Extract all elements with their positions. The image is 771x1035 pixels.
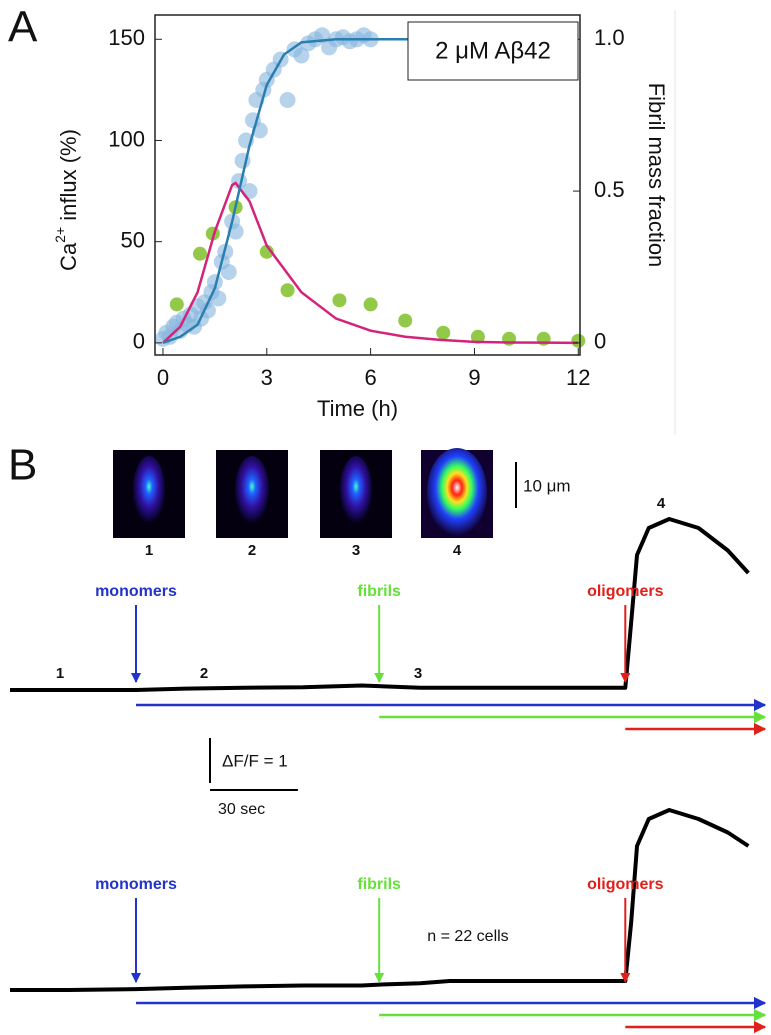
trace-label: 4 xyxy=(657,495,666,512)
image-label: 3 xyxy=(352,542,360,559)
x-tick-label: 3 xyxy=(261,365,273,390)
y-label-part: 2+ xyxy=(52,227,68,243)
legend-box xyxy=(407,21,579,81)
x-tick-label: 9 xyxy=(468,365,480,390)
trace xyxy=(10,808,750,992)
scale-label: ΔF/F = 1 xyxy=(222,751,288,770)
event-label: monomers xyxy=(95,876,177,893)
event-label: monomers xyxy=(95,583,177,600)
point xyxy=(571,333,586,348)
cell-image xyxy=(340,456,372,524)
point xyxy=(199,302,216,319)
y-label-part: Ca xyxy=(56,242,81,271)
event-label: fibrils xyxy=(357,583,401,600)
y-tick-label: 0 xyxy=(133,329,145,354)
event-label: oligomers xyxy=(587,583,664,600)
y2-tick-label: 1.0 xyxy=(594,25,625,50)
panel-label: B xyxy=(8,441,37,490)
point xyxy=(293,47,310,64)
y-tick-label: 150 xyxy=(108,25,145,50)
y2-tick-label: 0.5 xyxy=(594,177,625,202)
x-tick-label: 12 xyxy=(566,365,590,390)
y-tick-label: 50 xyxy=(121,227,145,252)
image-label: 4 xyxy=(453,542,462,559)
cell-image xyxy=(427,448,487,536)
panel-label: A xyxy=(8,3,38,52)
point xyxy=(259,244,274,259)
point xyxy=(210,290,227,307)
point xyxy=(398,313,413,328)
trace-label: 1 xyxy=(56,665,64,682)
event-label: fibrils xyxy=(357,876,401,893)
y-tick-label: 100 xyxy=(108,126,145,151)
line xyxy=(162,181,579,345)
point xyxy=(192,246,207,261)
y-label: Ca2+ influx (%) xyxy=(52,129,81,271)
point xyxy=(470,329,485,344)
x-tick-label: 0 xyxy=(157,365,169,390)
event-label: oligomers xyxy=(587,876,664,893)
y-label-part: influx (%) xyxy=(56,129,81,227)
scale-label: 30 sec xyxy=(218,801,265,818)
image-label: 1 xyxy=(145,542,153,559)
trace-label: 2 xyxy=(200,665,208,682)
y2-label: Fibril mass fraction xyxy=(644,83,669,268)
legend-label: 2 μM Aβ42 xyxy=(435,37,551,64)
point xyxy=(280,283,295,298)
images xyxy=(113,448,517,538)
x-tick-label: 6 xyxy=(364,365,376,390)
point xyxy=(332,293,347,308)
image-label: 2 xyxy=(248,542,256,559)
n-label: n = 22 cells xyxy=(427,928,508,945)
point xyxy=(241,183,258,200)
trace-label: 3 xyxy=(414,665,422,682)
point xyxy=(279,92,296,108)
trace xyxy=(10,517,750,692)
image-scale: 10 μm xyxy=(523,476,571,495)
point xyxy=(206,274,223,291)
y2-tick-label: 0 xyxy=(594,329,606,354)
plot-frame xyxy=(154,14,581,356)
point xyxy=(169,297,184,312)
line xyxy=(162,38,579,345)
point xyxy=(220,264,237,281)
cell-image xyxy=(235,456,269,524)
x-label: Time (h) xyxy=(317,396,398,421)
point xyxy=(436,325,451,340)
point xyxy=(363,297,378,312)
cell-image xyxy=(133,456,165,524)
